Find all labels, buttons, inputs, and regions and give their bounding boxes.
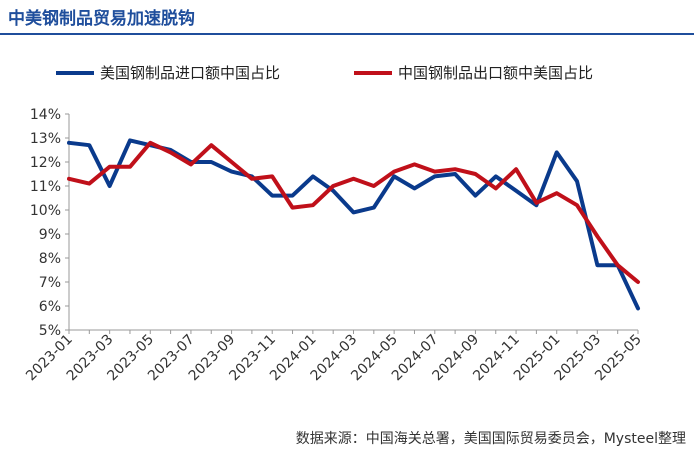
legend-swatch-us-import	[56, 70, 94, 75]
y-tick-label: 5%	[39, 323, 61, 339]
title-underline	[0, 33, 694, 35]
series-line-us-import	[67, 138, 640, 311]
chart-title: 中美钢制品贸易加速脱钩	[8, 9, 195, 29]
chart-legend: 美国钢制品进口额中国占比 中国钢制品出口额中美国占比	[0, 62, 694, 90]
y-tick-label: 9%	[39, 227, 61, 243]
y-tick-label: 10%	[30, 203, 61, 219]
source-note: 数据来源：中国海关总署，美国国际贸易委员会，Mysteel整理	[295, 431, 686, 447]
series-line-cn-export	[67, 140, 640, 284]
legend-swatch-cn-export	[354, 70, 392, 75]
y-tick-label: 6%	[39, 299, 61, 315]
y-tick-label: 14%	[30, 107, 61, 123]
y-tick-label: 8%	[39, 251, 61, 267]
y-tick-label: 13%	[30, 131, 61, 147]
legend-item-cn-export: 中国钢制品出口额中美国占比	[354, 62, 593, 83]
legend-label-us-import: 美国钢制品进口额中国占比	[100, 64, 281, 82]
legend-item-us-import: 美国钢制品进口额中国占比	[56, 62, 280, 83]
legend-label-cn-export: 中国钢制品出口额中美国占比	[398, 64, 594, 82]
y-tick-label: 12%	[30, 155, 61, 171]
y-tick-label: 11%	[30, 179, 61, 195]
y-tick-label: 7%	[39, 275, 61, 291]
